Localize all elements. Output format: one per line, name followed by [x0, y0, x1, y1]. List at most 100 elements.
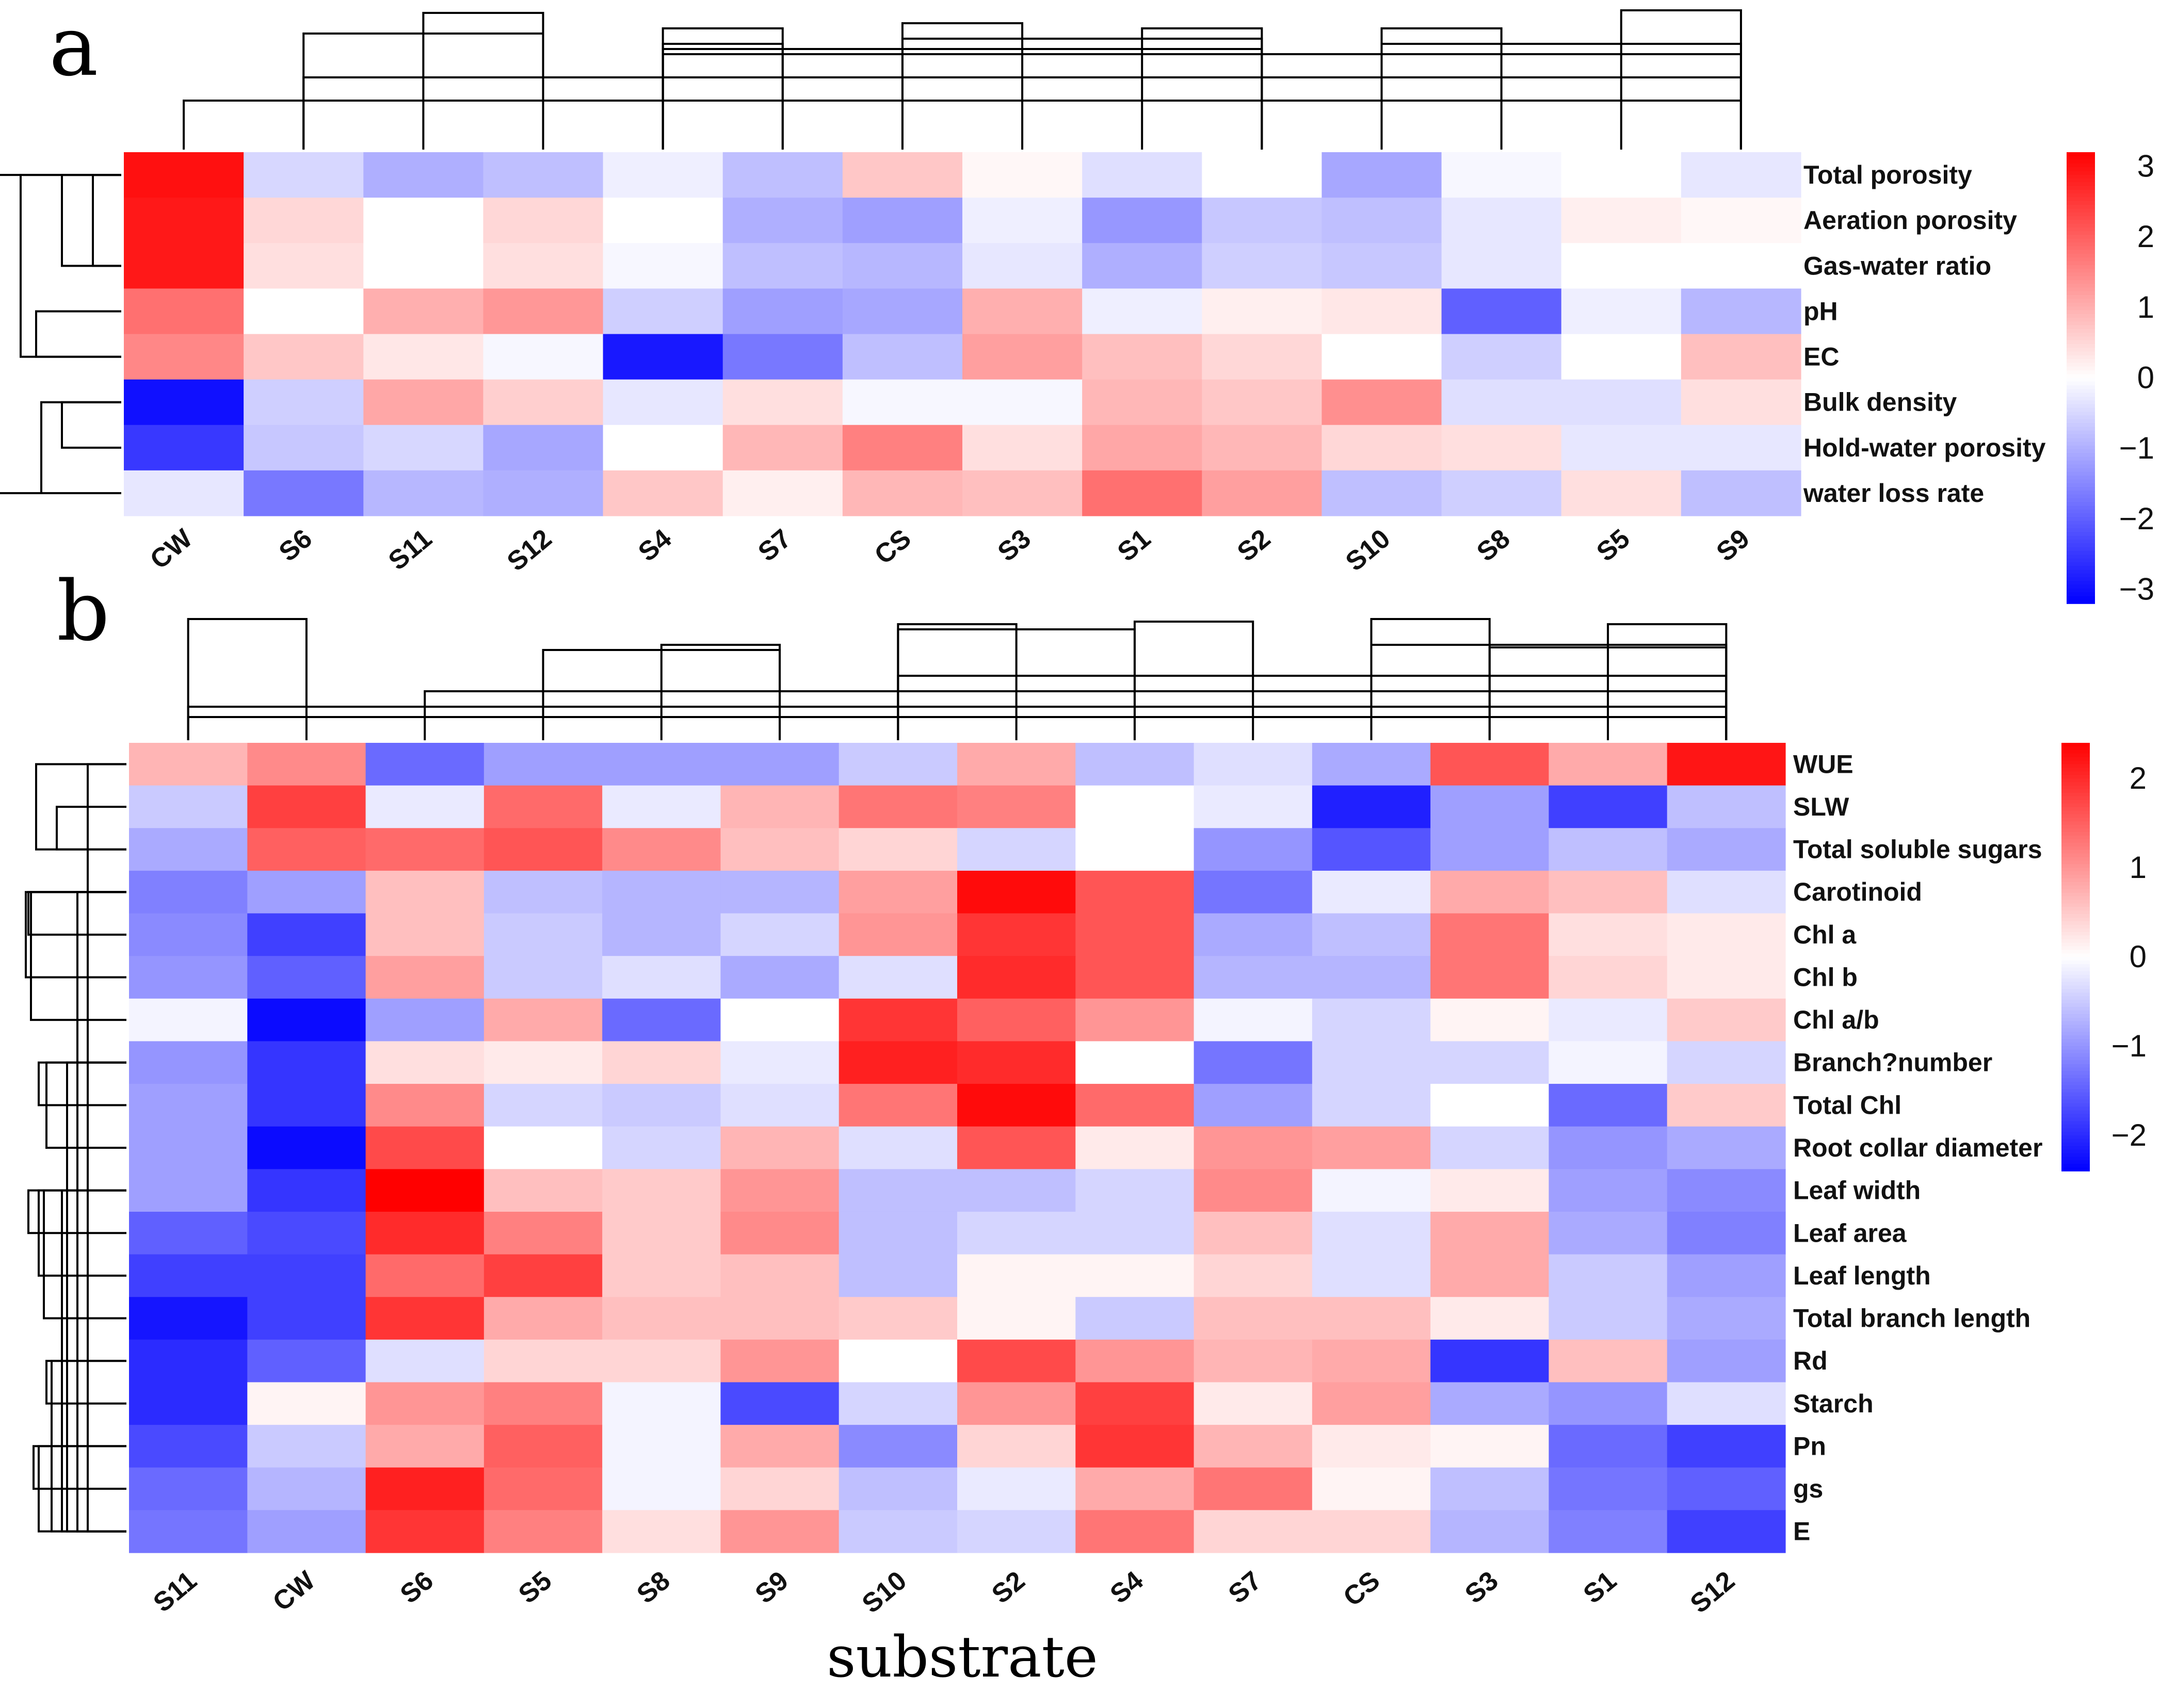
legend-color-band — [2067, 520, 2095, 525]
legend-color-band — [2061, 885, 2090, 890]
heatmap-cell — [962, 243, 1083, 289]
legend-color-band — [2061, 878, 2090, 883]
heatmap-cell — [483, 334, 604, 380]
legend-color-band — [2067, 378, 2095, 382]
heatmap-cell — [1667, 1339, 1786, 1383]
legend-color-band — [2067, 566, 2095, 571]
column-dendrogram-branch — [302, 76, 1742, 150]
heatmap-cell — [129, 1254, 248, 1297]
legend-color-band — [2067, 178, 2095, 183]
legend-color-band — [2067, 524, 2095, 529]
legend-color-band — [2061, 1110, 2090, 1115]
panel-a-letter: a — [49, 0, 98, 94]
heatmap-cell — [365, 1169, 485, 1212]
legend-color-band — [2061, 1035, 2090, 1039]
legend-color-band — [2061, 850, 2090, 854]
column-label: S7 — [752, 524, 797, 567]
legend-color-band — [2061, 828, 2090, 833]
heatmap-cell — [483, 1084, 603, 1127]
legend-color-band — [2061, 996, 2090, 1000]
row-label: pH — [1803, 297, 1838, 326]
legend-color-band — [2061, 889, 2090, 893]
heatmap-cell — [842, 425, 963, 471]
heatmap-cell — [1549, 1297, 1668, 1340]
legend-color-band — [2067, 494, 2095, 499]
legend-color-band — [2061, 1000, 2090, 1004]
legend-color-band — [2061, 800, 2090, 804]
row-dendrogram-branch — [56, 805, 126, 851]
row-label: Pn — [1793, 1432, 1826, 1460]
heatmap-cell — [1667, 913, 1786, 956]
legend-color-band — [2067, 573, 2095, 578]
heatmap-cell — [962, 425, 1083, 471]
heatmap-cell — [1561, 425, 1682, 471]
heatmap-cell — [1202, 198, 1323, 243]
heatmap-cell — [244, 425, 364, 471]
legend-color-band — [2067, 287, 2095, 292]
heatmap-cell — [839, 1211, 958, 1255]
column-label: S3 — [1459, 1566, 1504, 1609]
column-dendrogram-branch — [1370, 618, 1491, 740]
heatmap-cell — [602, 785, 721, 828]
heatmap-cell — [247, 1510, 366, 1553]
legend-color-band — [2061, 871, 2090, 875]
heatmap-cell — [957, 1510, 1076, 1553]
heatmap-cell — [124, 243, 244, 289]
heatmap-cell — [483, 998, 603, 1042]
legend-color-band — [2061, 907, 2090, 911]
heatmap-cell — [1549, 1126, 1668, 1169]
heatmap-cell — [962, 288, 1083, 335]
heatmap-cell — [483, 870, 603, 914]
heatmap-cell — [603, 425, 723, 471]
legend-color-band — [2067, 370, 2095, 375]
legend-color-band — [2061, 860, 2090, 865]
heatmap-cell — [839, 956, 958, 999]
legend-color-band — [2067, 238, 2095, 243]
heatmap-cell — [1202, 152, 1323, 198]
heatmap-cell — [722, 152, 843, 198]
legend-color-band — [2061, 1146, 2090, 1150]
column-label: S11 — [383, 524, 438, 576]
row-label: Leaf width — [1793, 1176, 1921, 1205]
heatmap-cell — [602, 1382, 721, 1425]
row-dendrogram-branch — [33, 1445, 126, 1490]
heatmap-cell — [720, 1382, 840, 1425]
legend-color-band — [2061, 1078, 2090, 1082]
legend-color-band — [2061, 1053, 2090, 1058]
heatmap-cell — [244, 288, 364, 335]
legend-color-band — [2067, 212, 2095, 217]
heatmap-cell — [247, 1297, 366, 1340]
heatmap-cell — [1194, 1339, 1313, 1383]
column-dendrogram-branch — [424, 690, 1728, 740]
legend-color-band — [2067, 412, 2095, 416]
panel-b-color-legend: 2 1 0 −1 −2 — [2061, 743, 2147, 1172]
heatmap-cell — [1549, 1339, 1668, 1383]
column-label: S6 — [395, 1566, 439, 1609]
legend-color-band — [2061, 989, 2090, 993]
legend-color-band — [2067, 599, 2095, 604]
legend-color-band — [2067, 333, 2095, 337]
heatmap-cell — [722, 425, 843, 471]
legend-color-band — [2067, 231, 2095, 236]
legend-color-band — [2067, 389, 2095, 394]
heatmap-cell — [1441, 425, 1562, 471]
heatmap-cell — [1075, 1425, 1195, 1468]
heatmap-cell — [602, 870, 721, 914]
heatmap-cell — [1667, 1169, 1786, 1212]
column-dendrogram-branch — [187, 706, 1728, 740]
heatmap-cell — [365, 743, 485, 786]
column-label: S9 — [750, 1566, 794, 1609]
heatmap-cell — [1667, 998, 1786, 1042]
legend-color-band — [2067, 366, 2095, 371]
legend-color-band — [2067, 253, 2095, 258]
heatmap-cell — [1441, 470, 1562, 516]
heatmap-cell — [602, 913, 721, 956]
heatmap-cell — [602, 743, 721, 786]
heatmap-cell — [603, 243, 723, 289]
heatmap-cell — [1194, 1510, 1313, 1553]
column-label: S6 — [273, 524, 318, 567]
heatmap-cell — [602, 1297, 721, 1340]
heatmap-cell — [962, 152, 1083, 198]
legend-color-band — [2061, 775, 2090, 779]
legend-color-band — [2061, 928, 2090, 933]
